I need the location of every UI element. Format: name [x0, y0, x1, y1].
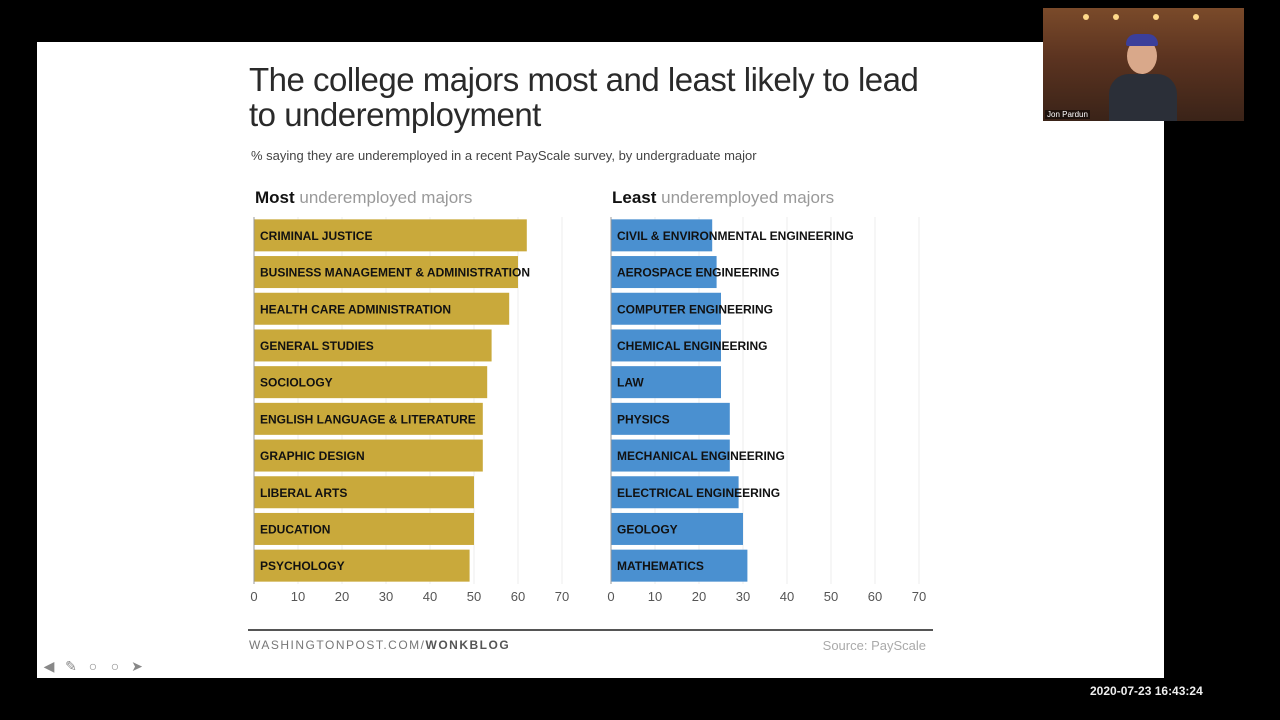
webcam-thumbnail[interactable]: Jon Pardun [1043, 8, 1244, 121]
bar [611, 256, 717, 289]
footer-credit-section: WONKBLOG [425, 638, 511, 652]
lamp-light [1083, 14, 1089, 20]
bar [611, 476, 739, 509]
tick-label: 0 [250, 589, 257, 604]
bar-label: CIVIL & ENVIRONMENTAL ENGINEERING [617, 229, 854, 243]
lamp-light [1153, 14, 1159, 20]
tick-label: 20 [335, 589, 349, 604]
bar-charts: Most underemployed majors CRIMINAL JUSTIC… [250, 188, 926, 604]
bar-label: CRIMINAL JUSTICE [260, 229, 372, 243]
footer-credit: WASHINGTONPOST.COM/WONKBLOG [249, 638, 510, 652]
next-slide-icon[interactable]: ➤ [131, 658, 143, 674]
bar [611, 512, 743, 545]
bar [254, 292, 510, 325]
bar-label: GENERAL STUDIES [260, 339, 374, 353]
tick-label: 60 [868, 589, 882, 604]
chart-title: The college majors most and least likely… [249, 61, 919, 133]
bar-label: EDUCATION [260, 522, 330, 536]
bar-label: HEALTH CARE ADMINISTRATION [260, 302, 451, 316]
lamp-light [1193, 14, 1199, 20]
bar [611, 219, 713, 252]
bar [254, 476, 474, 509]
bar [611, 366, 721, 399]
bar-label: GEOLOGY [617, 522, 678, 536]
footer-source: Source: PayScale [822, 638, 926, 653]
bar [611, 292, 721, 325]
bar [611, 402, 730, 435]
bar-label: PSYCHOLOGY [260, 559, 345, 573]
tick-label: 10 [648, 589, 662, 604]
footer-credit-site: WASHINGTONPOST.COM/ [249, 638, 426, 652]
tick-label: 30 [379, 589, 393, 604]
bar [611, 439, 730, 472]
bar-label: GRAPHIC DESIGN [260, 449, 365, 463]
bar-label: CHEMICAL ENGINEERING [617, 339, 767, 353]
tick-label: 70 [912, 589, 926, 604]
tick-label: 50 [824, 589, 838, 604]
previous-slide-icon[interactable]: ◀ [43, 658, 55, 674]
tick-label: 60 [511, 589, 525, 604]
bar [254, 329, 492, 362]
chart-subtitle: % saying they are underemployed in a rec… [251, 148, 757, 163]
bar [254, 219, 527, 252]
bar [254, 549, 470, 582]
bar-label: ELECTRICAL ENGINEERING [617, 486, 780, 500]
bar-label: AEROSPACE ENGINEERING [617, 266, 779, 280]
panel-heading-bold: Least [612, 188, 657, 207]
bar [254, 439, 483, 472]
tick-label: 40 [780, 589, 794, 604]
slide-toolbar: ◀ ✎ ○ ○ ➤ [40, 658, 146, 674]
bar [254, 402, 483, 435]
bar [611, 549, 748, 582]
pen-icon[interactable]: ✎ [65, 658, 77, 674]
bar-label: ENGLISH LANGUAGE & LITERATURE [260, 412, 476, 426]
footer-divider [248, 629, 933, 631]
bar-label: PHYSICS [617, 412, 670, 426]
lamp-light [1113, 14, 1119, 20]
tick-label: 40 [423, 589, 437, 604]
tick-label: 0 [607, 589, 614, 604]
panel-heading-rest: underemployed majors [295, 188, 473, 207]
presenter-body [1109, 74, 1177, 121]
panel-heading-bold: Most [255, 188, 295, 207]
tick-label: 20 [692, 589, 706, 604]
tick-label: 70 [555, 589, 569, 604]
tick-label: 10 [291, 589, 305, 604]
bar-label: MATHEMATICS [617, 559, 704, 573]
recording-timestamp: 2020-07-23 16:43:24 [1090, 684, 1203, 698]
tick-label: 30 [736, 589, 750, 604]
bar-label: LIBERAL ARTS [260, 486, 347, 500]
panel-heading-rest: underemployed majors [656, 188, 834, 207]
panel-heading: Most underemployed majors [255, 188, 472, 207]
panel-heading: Least underemployed majors [612, 188, 834, 207]
bar-label: COMPUTER ENGINEERING [617, 302, 773, 316]
bar [254, 512, 474, 545]
bar [611, 329, 721, 362]
webcam-name-label: Jon Pardun [1045, 110, 1090, 119]
bar [254, 256, 518, 289]
bar [254, 366, 488, 399]
bar-label: LAW [617, 376, 644, 390]
presenter-cap [1126, 34, 1158, 46]
tick-label: 50 [467, 589, 481, 604]
view-icon[interactable]: ○ [88, 658, 98, 674]
zoom-icon[interactable]: ○ [110, 658, 120, 674]
bar-label: SOCIOLOGY [260, 376, 333, 390]
bar-label: MECHANICAL ENGINEERING [617, 449, 785, 463]
presentation-slide: The college majors most and least likely… [37, 42, 1164, 678]
bar-label: BUSINESS MANAGEMENT & ADMINISTRATION [260, 266, 530, 280]
